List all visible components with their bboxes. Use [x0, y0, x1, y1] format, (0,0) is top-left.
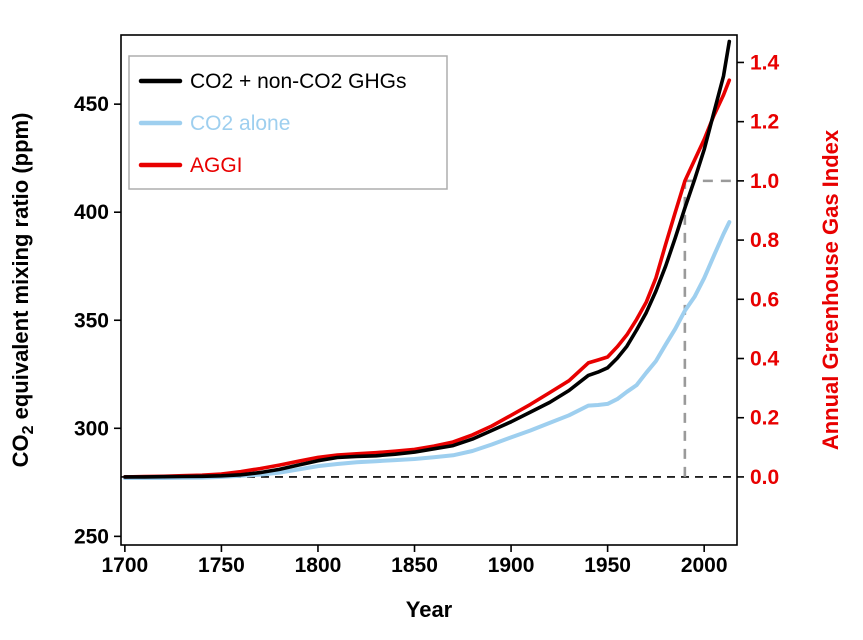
y-left-tick-label: 350: [74, 309, 109, 332]
x-tick-label: 2000: [681, 554, 728, 577]
x-axis-title: Year: [406, 597, 453, 622]
legend-label-co2-alone: CO2 alone: [190, 112, 290, 135]
legend: CO2 + non-CO2 GHGs CO2 alone AGGI: [128, 55, 448, 190]
x-tick-label: 1700: [102, 554, 149, 577]
legend-item-co2-alone: CO2 alone: [138, 112, 290, 135]
y-right-tick-label: 0.2: [750, 407, 779, 430]
legend-item-aggi: AGGI: [138, 154, 243, 177]
legend-label-aggi: AGGI: [190, 154, 243, 177]
legend-item-co2-plus-nonco2-ghgs: CO2 + non-CO2 GHGs: [138, 70, 407, 93]
y-right-tick-label: 0.6: [750, 288, 779, 311]
y-right-tick-label: 0.0: [750, 466, 779, 489]
y-right-tick-label: 0.8: [750, 229, 780, 252]
series-aggi: [123, 78, 732, 479]
y-right-tick-label: 1.0: [750, 170, 779, 193]
y-left-tick-label: 450: [74, 93, 109, 116]
series-co2-alone: [122, 220, 732, 480]
x-tick-label: 1750: [198, 554, 245, 577]
y-left-tick-label: 300: [74, 417, 109, 440]
y-right-tick-label: 0.4: [750, 348, 780, 371]
x-tick-label: 1850: [391, 554, 438, 577]
y-left-tick-label: 250: [74, 525, 109, 548]
x-tick-label: 1900: [488, 554, 535, 577]
y-axis-left-title: CO2 equivalent mixing ratio (ppm): [8, 113, 37, 468]
y-axis-right-title: Annual Greenhouse Gas Index: [818, 129, 843, 450]
x-tick-label: 1950: [584, 554, 631, 577]
legend-label-co2-plus-nonco2-ghgs: CO2 + non-CO2 GHGs: [190, 70, 407, 93]
y-right-tick-label: 1.2: [750, 111, 779, 134]
x-tick-label: 1800: [295, 554, 342, 577]
plot-frame: [120, 34, 738, 546]
y-right-tick-label: 1.4: [750, 51, 780, 74]
y-left-tick-label: 400: [74, 201, 109, 224]
series-co2-plus-nonco2-ghgs: [123, 39, 732, 479]
